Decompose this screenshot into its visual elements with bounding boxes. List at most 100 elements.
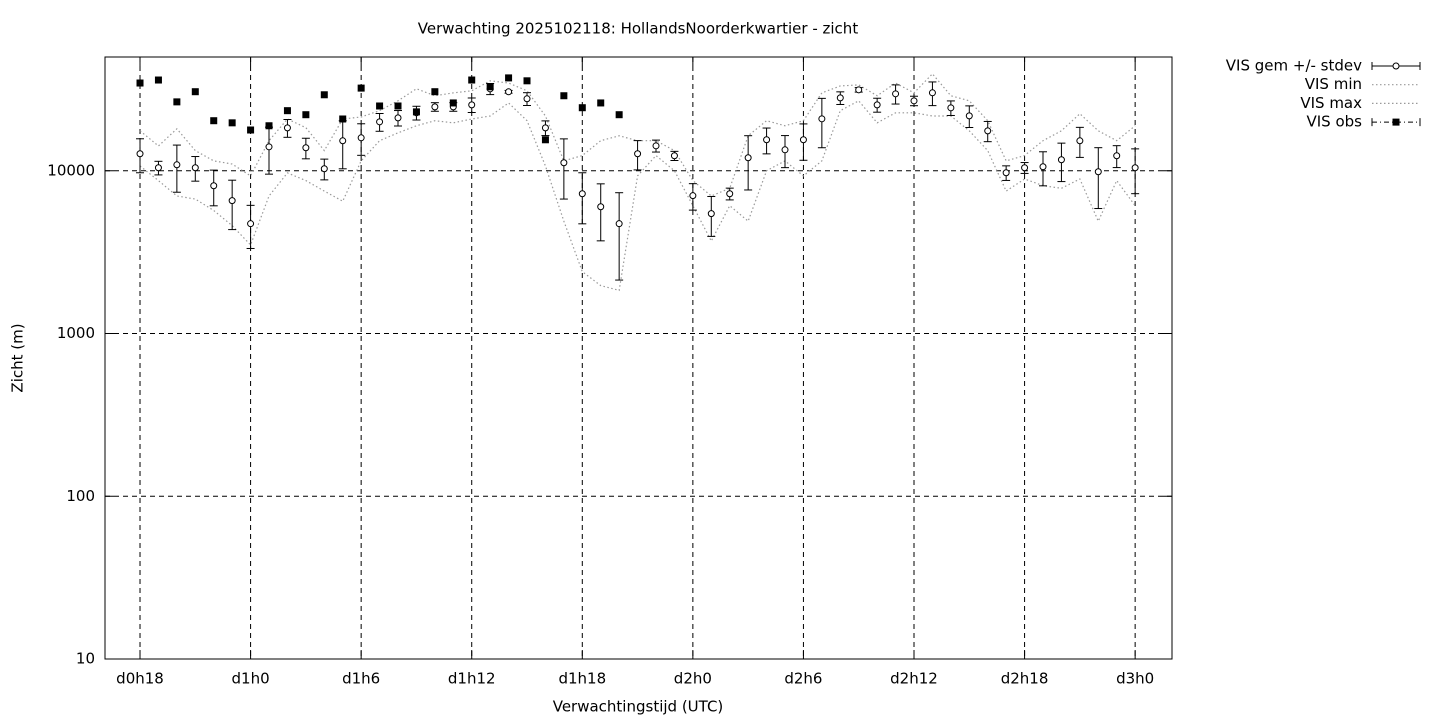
obs-point — [357, 84, 365, 92]
obs-point — [247, 126, 255, 134]
y-tick-label: 10000 — [47, 161, 95, 179]
mean-point — [855, 86, 863, 94]
mean-point — [965, 112, 973, 120]
mean-point — [1002, 169, 1010, 177]
mean-point — [191, 164, 199, 172]
mean-point — [228, 197, 236, 205]
mean-point — [818, 115, 826, 123]
legend-key — [1392, 118, 1400, 126]
obs-point — [154, 76, 162, 84]
mean-point — [1113, 152, 1121, 160]
obs-point — [486, 83, 494, 91]
obs-point — [615, 111, 623, 119]
obs-point — [228, 119, 236, 127]
mean-point — [707, 210, 715, 218]
mean-point — [302, 144, 310, 152]
mean-point — [173, 161, 181, 169]
mean-point — [265, 143, 273, 151]
mean-point — [781, 146, 789, 154]
x-axis-label: Verwachtingstijd (UTC) — [553, 698, 724, 716]
mean-point — [947, 104, 955, 112]
legend-label: VIS max — [1300, 94, 1362, 112]
x-tick-label: d1h12 — [448, 670, 496, 688]
obs-point — [302, 111, 310, 119]
obs-point — [173, 98, 181, 106]
mean-point — [763, 136, 771, 144]
x-tick-label: d2h0 — [674, 670, 712, 688]
obs-point — [560, 92, 568, 100]
mean-point — [523, 95, 531, 103]
chart-title: Verwachting 2025102118: HollandsNoorderk… — [418, 20, 859, 38]
x-tick-label: d1h6 — [342, 670, 380, 688]
mean-point — [910, 97, 918, 105]
mean-point — [339, 137, 347, 145]
obs-point — [339, 115, 347, 123]
obs-point — [578, 104, 586, 112]
mean-point — [615, 220, 623, 228]
legend-label: VIS gem +/- stdev — [1226, 57, 1362, 75]
obs-point — [412, 108, 420, 116]
obs-point — [468, 76, 476, 84]
mean-point — [1131, 164, 1139, 172]
mean-point — [928, 89, 936, 97]
mean-point — [1094, 168, 1102, 176]
legend-label: VIS min — [1305, 75, 1362, 93]
mean-point — [394, 114, 402, 122]
obs-point — [376, 102, 384, 110]
mean-point — [578, 190, 586, 198]
mean-point — [468, 101, 476, 109]
mean-point — [984, 127, 992, 135]
obs-point — [265, 122, 273, 130]
x-tick-label: d3h0 — [1116, 670, 1154, 688]
mean-point — [320, 165, 328, 173]
mean-point — [541, 124, 549, 132]
mean-point — [597, 203, 605, 211]
x-tick-label: d1h0 — [232, 670, 270, 688]
mean-point — [357, 134, 365, 142]
mean-point — [505, 88, 513, 96]
mean-point — [154, 164, 162, 172]
mean-point — [652, 142, 660, 150]
obs-point — [597, 99, 605, 107]
mean-point — [431, 103, 439, 111]
mean-point — [744, 154, 752, 162]
obs-point — [505, 74, 513, 82]
mean-point — [136, 150, 144, 158]
mean-point — [376, 118, 384, 126]
mean-point — [873, 101, 881, 109]
x-tick-label: d2h6 — [784, 670, 822, 688]
mean-point — [670, 152, 678, 160]
mean-point — [247, 220, 255, 228]
obs-point — [320, 91, 328, 99]
mean-point — [210, 182, 218, 190]
obs-point — [394, 102, 402, 110]
plot-frame — [104, 56, 1173, 660]
y-axis-label: Zicht (m) — [9, 323, 27, 392]
legend-label: VIS obs — [1307, 113, 1363, 131]
y-tick-label: 1000 — [57, 324, 95, 342]
mean-point — [726, 190, 734, 198]
obs-point — [523, 77, 531, 85]
mean-point — [1057, 156, 1065, 164]
x-tick-label: d2h18 — [1001, 670, 1049, 688]
mean-point — [560, 159, 568, 167]
x-tick-label: d1h18 — [558, 670, 606, 688]
x-tick-label: d0h18 — [116, 670, 164, 688]
y-tick-label: 100 — [66, 487, 95, 505]
mean-point — [634, 150, 642, 158]
mean-point — [1039, 163, 1047, 171]
mean-point — [799, 136, 807, 144]
obs-point — [210, 117, 218, 125]
y-tick-label: 10 — [76, 650, 95, 668]
obs-point — [136, 79, 144, 87]
series-line — [139, 100, 1136, 292]
legend-key — [1392, 62, 1400, 70]
mean-point — [689, 192, 697, 200]
mean-point — [1076, 137, 1084, 145]
obs-point — [449, 99, 457, 107]
obs-point — [431, 88, 439, 96]
obs-point — [541, 136, 549, 144]
obs-point — [191, 88, 199, 96]
